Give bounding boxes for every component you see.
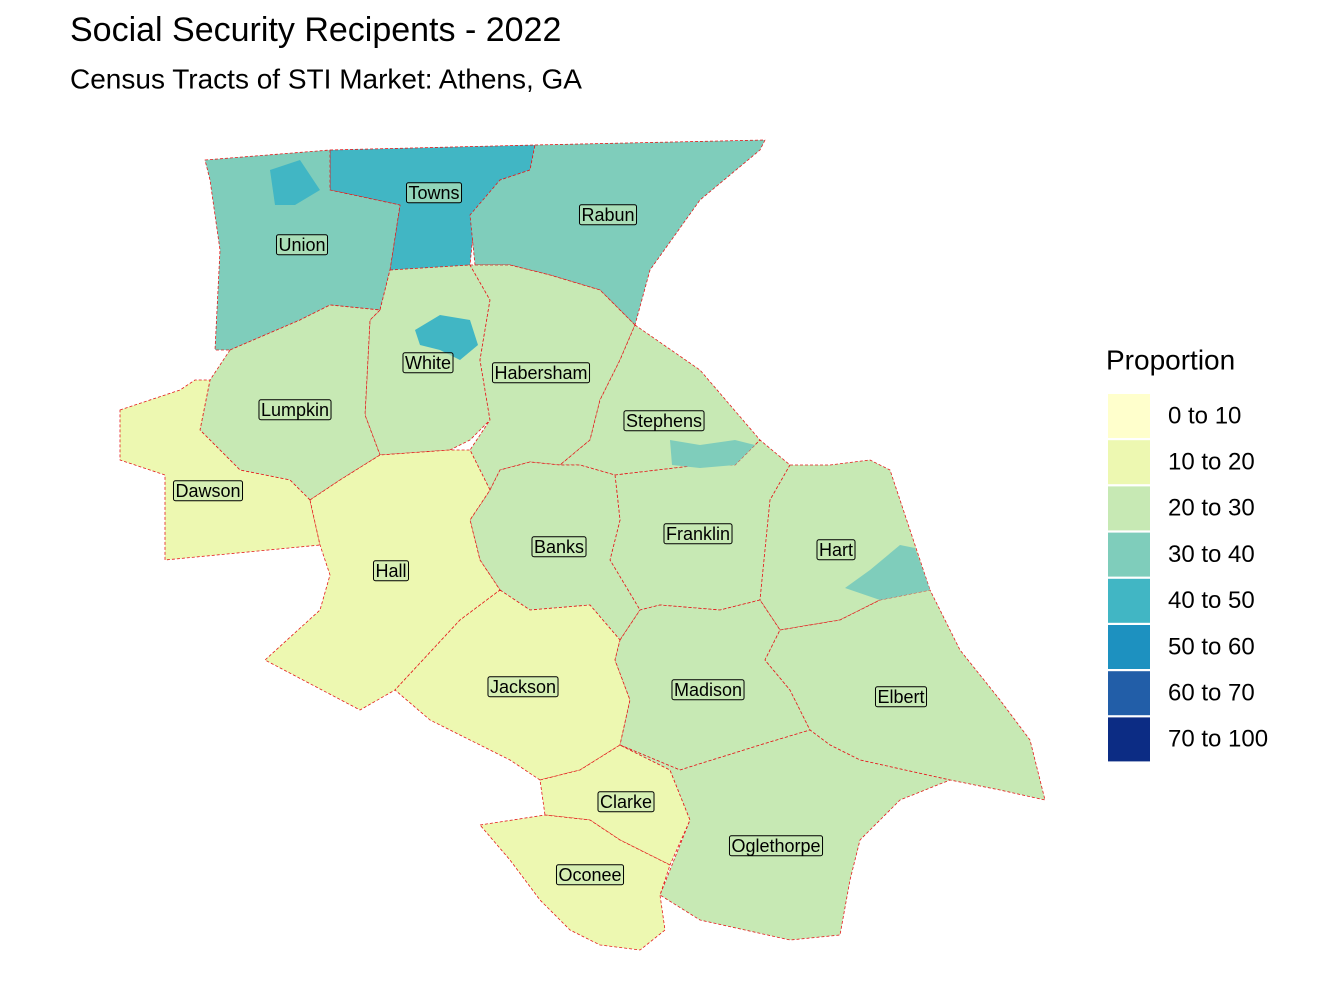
county-label-box [663, 523, 733, 545]
county-label: Banks [534, 537, 584, 557]
county-label-box [402, 352, 454, 374]
legend-label: 60 to 70 [1168, 680, 1255, 707]
county-label: Oglethorpe [731, 836, 820, 856]
legend: 0 to 10 10 to 20 20 to 30 30 to 40 40 to 50 5… [1108, 394, 1268, 762]
county-label: Madison [674, 680, 742, 700]
county-shape [119, 379, 321, 561]
county-label-box [487, 676, 559, 698]
county-label-box [258, 399, 332, 421]
legend-label: 10 to 20 [1168, 449, 1255, 476]
county-label: Jackson [490, 677, 556, 697]
county-label-box [728, 835, 824, 857]
county-label-box [671, 679, 745, 701]
legend-label: 50 to 60 [1168, 633, 1255, 660]
tract-shape [270, 160, 320, 205]
county-label-box [405, 182, 463, 204]
legend-swatch [1108, 440, 1150, 485]
legend-label: 20 to 30 [1168, 495, 1255, 522]
legend-swatch [1108, 486, 1150, 531]
county-label-box [172, 480, 244, 502]
county-label: Clarke [600, 792, 652, 812]
county-label-box [531, 536, 587, 558]
county-label-box [275, 234, 329, 256]
legend-swatch [1108, 578, 1150, 623]
tract-shape [670, 440, 755, 468]
county-label: Hall [375, 561, 406, 581]
map [119, 139, 1046, 951]
legend-swatch [1108, 394, 1150, 438]
county-label: Rabun [581, 205, 634, 225]
legend-label: 40 to 50 [1168, 587, 1255, 614]
county-label: Hart [819, 540, 853, 560]
legend-title: Proportion [1106, 344, 1235, 375]
legend-swatch [1108, 625, 1150, 669]
county-label-box [816, 539, 856, 561]
title: Social Security Recipents - 2022 [70, 11, 561, 49]
legend-swatch [1108, 671, 1150, 716]
county-label-box [372, 560, 410, 582]
county-label: Stephens [626, 411, 702, 431]
tract-shape [415, 315, 478, 360]
legend-swatch [1108, 717, 1150, 762]
county-label-box [623, 410, 705, 432]
county-shape [619, 729, 951, 941]
county-label-box [874, 686, 928, 708]
county-label-box [555, 864, 625, 886]
county-labels: Towns Rabun Union White Habersham Lumpkin Step… [172, 182, 928, 886]
county-label-box [578, 204, 638, 226]
county-label: Towns [408, 183, 459, 203]
county-label: Oconee [558, 865, 621, 885]
legend-label: 70 to 100 [1168, 726, 1268, 753]
county-label: Franklin [666, 524, 730, 544]
county-label-box [491, 362, 591, 384]
county-label: Elbert [877, 687, 924, 707]
county-label-box [597, 791, 655, 813]
legend-label: 0 to 10 [1168, 402, 1241, 429]
county-label: Union [278, 235, 325, 255]
county-label: Habersham [494, 363, 587, 383]
county-label: Lumpkin [261, 400, 329, 420]
county-label: White [405, 353, 451, 373]
legend-label: 30 to 40 [1168, 541, 1255, 568]
subtitle: Census Tracts of STI Market: Athens, GA [70, 63, 582, 94]
tract-shape [845, 545, 930, 600]
legend-swatch [1108, 532, 1150, 577]
county-label: Dawson [175, 481, 240, 501]
